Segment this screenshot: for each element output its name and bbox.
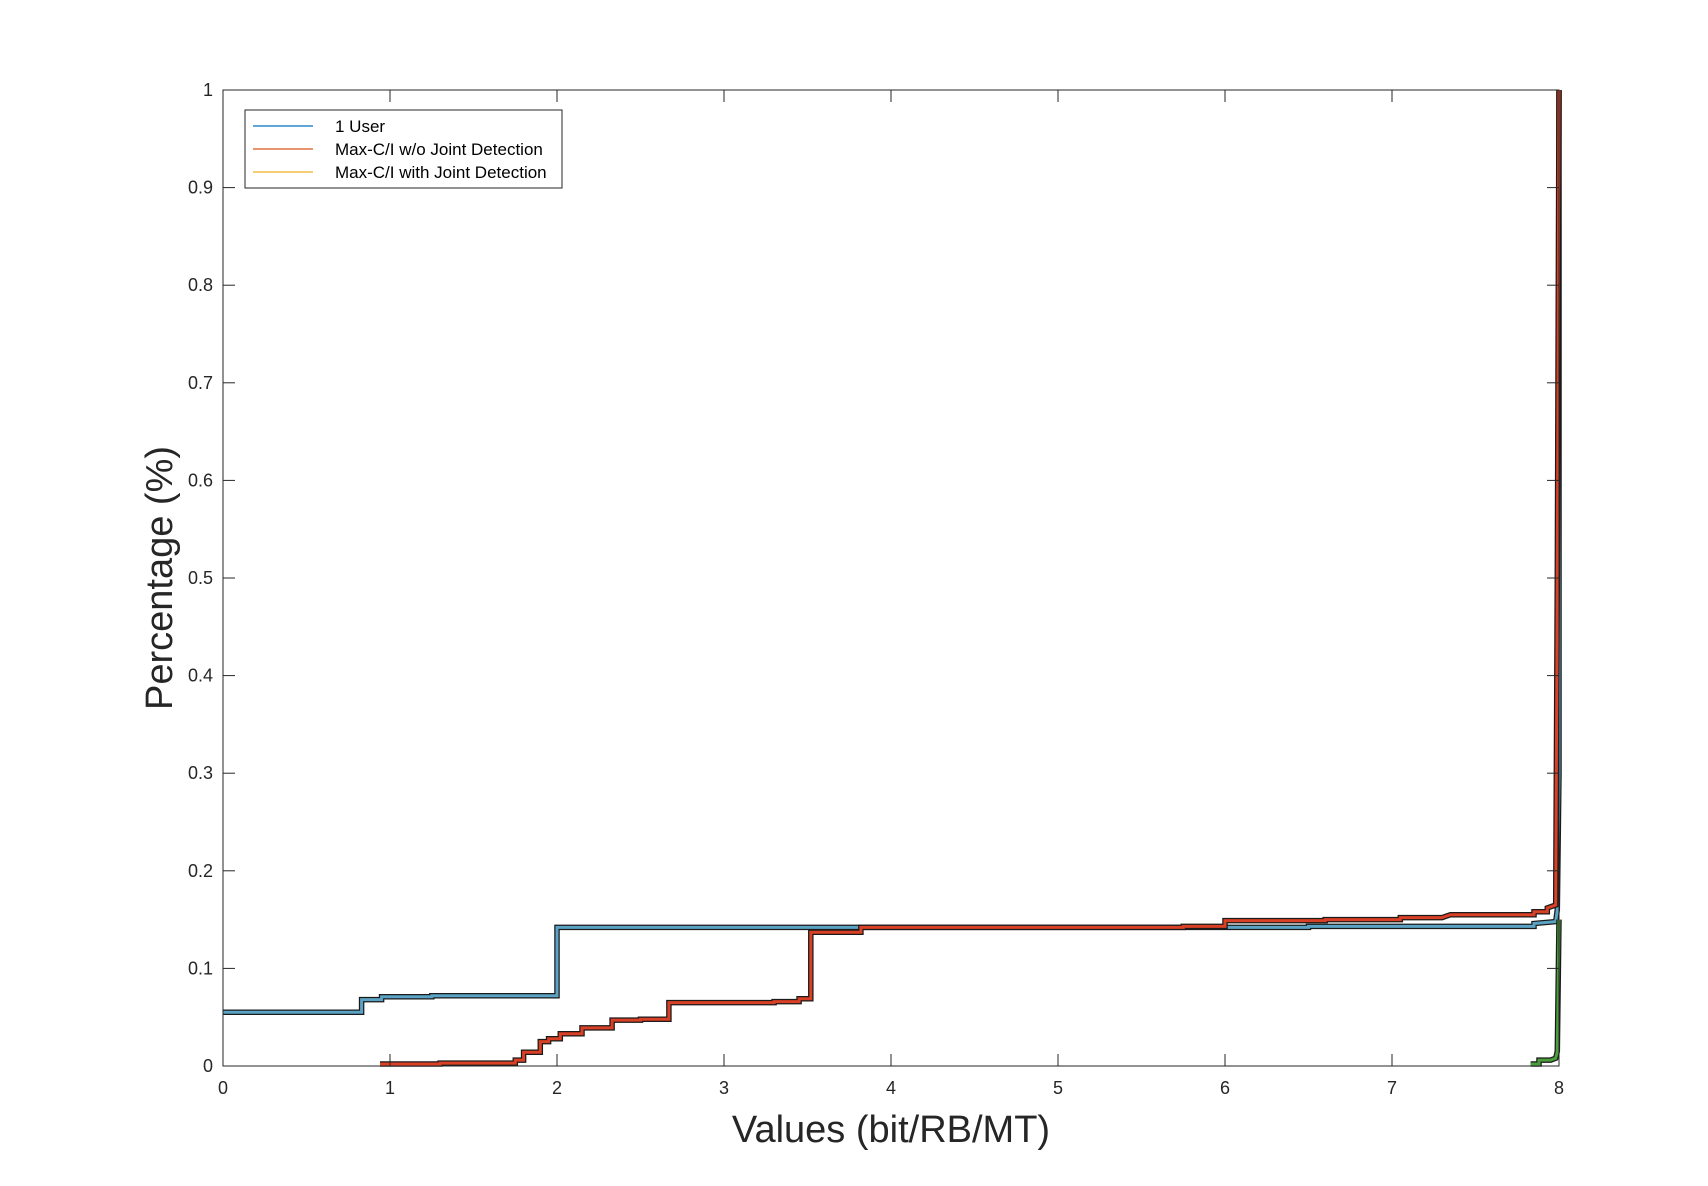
- legend: 1 User Max-C/I w/o Joint Detection Max-C/I…: [244, 109, 563, 189]
- x-tick-label: 3: [719, 1078, 729, 1098]
- y-tick-label: 1: [203, 80, 213, 100]
- y-tick-label: 0.4: [188, 666, 213, 686]
- y-axis-title: Percentage (%): [139, 446, 181, 710]
- x-tick-label: 1: [385, 1078, 395, 1098]
- series-layer: [223, 89, 1562, 1067]
- y-tick-label: 0: [203, 1056, 213, 1076]
- y-tick-label: 0.8: [188, 275, 213, 295]
- legend-label: 1 User: [335, 117, 385, 136]
- y-tick-label: 0.3: [188, 763, 213, 783]
- y-tick-label: 0.5: [188, 568, 213, 588]
- x-tick-label: 2: [552, 1078, 562, 1098]
- x-tick-label: 6: [1220, 1078, 1230, 1098]
- x-tick-label: 8: [1554, 1078, 1564, 1098]
- legend-label: Max-C/I with Joint Detection: [335, 163, 547, 182]
- y-tick-label: 0.9: [188, 178, 213, 198]
- x-tick-label: 5: [1053, 1078, 1063, 1098]
- legend-label: Max-C/I w/o Joint Detection: [335, 140, 543, 159]
- series-line-2: [1530, 919, 1561, 1066]
- x-tick-label: 4: [886, 1078, 896, 1098]
- x-axis-title: Values (bit/RB/MT): [732, 1109, 1050, 1151]
- x-tick-label: 7: [1387, 1078, 1397, 1098]
- series-line-1: [380, 89, 1561, 1066]
- x-tick-label: 0: [218, 1078, 228, 1098]
- plot-background: [223, 90, 1559, 1066]
- y-tick-label: 0.7: [188, 373, 213, 393]
- y-tick-label: 0.1: [188, 958, 213, 978]
- axes-layer: 0 1 2 3 4 5 6 7 8 0 0.1 0.2 0.3 0.4 0.5 0.6 0.7 0.8 0.9 1: [188, 80, 1564, 1098]
- y-tick-label: 0.2: [188, 861, 213, 881]
- y-tick-label: 0.6: [188, 470, 213, 490]
